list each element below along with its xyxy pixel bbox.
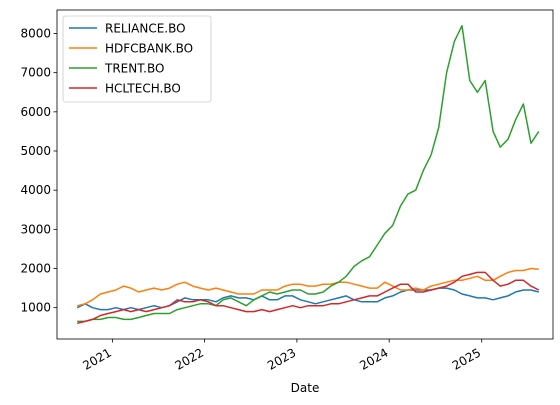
- x-axis-title: Date: [291, 381, 320, 395]
- y-tick-label: 8000: [20, 27, 51, 41]
- y-tick-label: 3000: [20, 222, 51, 236]
- series-line-hdfcbank-bo: [77, 267, 539, 307]
- y-tick-label: 1000: [20, 301, 51, 315]
- y-tick-label: 4000: [20, 183, 51, 197]
- series-line-hcltech-bo: [77, 271, 540, 325]
- legend-label: TRENT.BO: [104, 62, 164, 76]
- y-tick-label: 7000: [20, 66, 51, 80]
- y-axis: 1000 2000 3000 4000 5000 6000 7000 8000: [20, 27, 57, 315]
- legend-label: HCLTECH.BO: [105, 82, 181, 96]
- series-line-reliance-bo: [76, 287, 539, 311]
- y-tick-label: 6000: [20, 105, 51, 119]
- y-tick-label: 5000: [20, 144, 51, 158]
- legend: RELIANCE.BO HDFCBANK.BO TRENT.BO HCLTECH.BO: [62, 15, 212, 103]
- series-line-trent-bo: [77, 24, 540, 323]
- series-layer: [76, 24, 540, 325]
- legend-label: RELIANCE.BO: [105, 22, 186, 36]
- legend-label: HDFCBANK.BO: [105, 42, 193, 56]
- plot-frame: [56, 9, 554, 340]
- y-tick-label: 2000: [20, 262, 51, 276]
- legend-box: [62, 15, 212, 103]
